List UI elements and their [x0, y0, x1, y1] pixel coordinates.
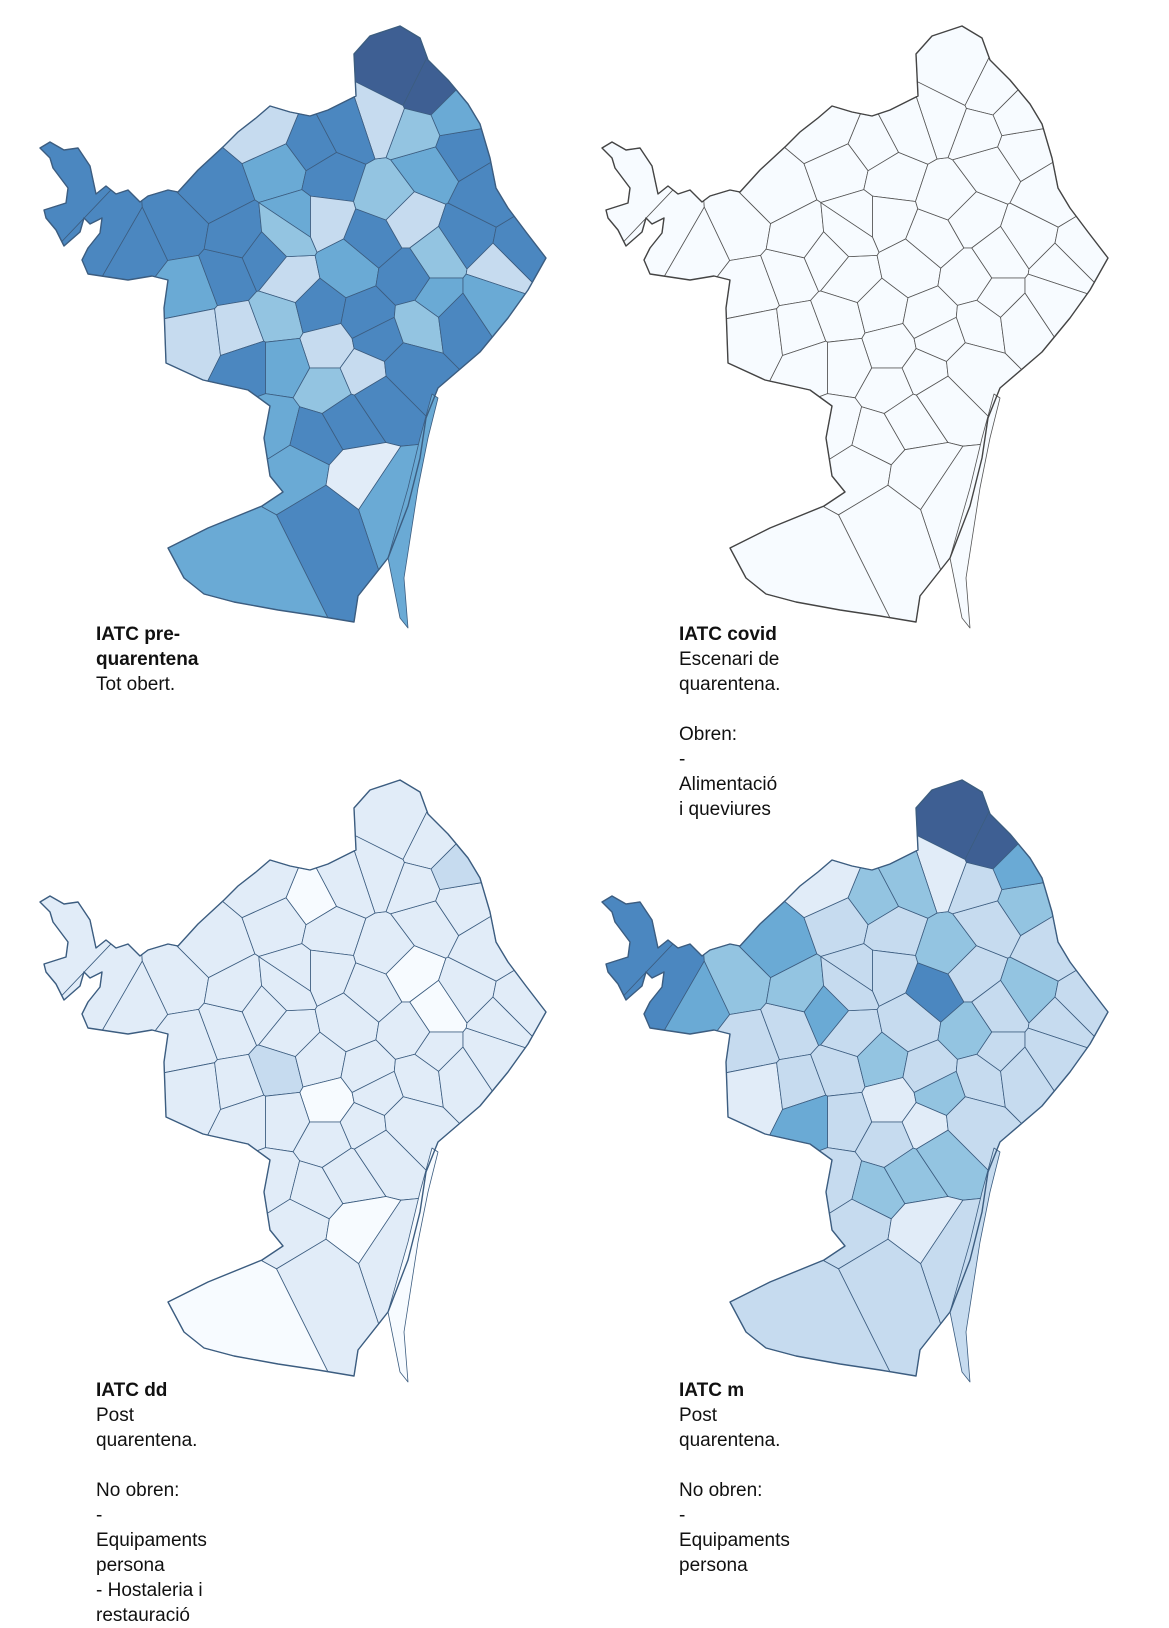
caption-line [96, 1453, 207, 1478]
caption-title: IATC covid [679, 624, 777, 645]
caption-title: IATC pre-quarentena [96, 624, 199, 670]
city-outline [601, 779, 1109, 1377]
port-pier [387, 393, 439, 629]
caption-line: Post quarentena. [679, 1405, 781, 1451]
caption-iatc-covid: IATC covid Escenari de quarentena. Obren… [679, 622, 780, 822]
port-pier [949, 393, 1001, 629]
district-area [820, 202, 880, 257]
caption-title: IATC m [679, 1380, 745, 1401]
caption-title: IATC dd [96, 1380, 168, 1401]
map-iatc-m [590, 772, 1110, 1383]
caption-iatc-pre-quarentena: IATC pre-quarentena Tot obert. [96, 622, 198, 697]
choropleth-map [601, 779, 1109, 1383]
caption-line [679, 1453, 790, 1478]
caption-line: - Hostaleria i restauració [96, 1580, 203, 1626]
district-area [820, 956, 880, 1011]
caption-iatc-dd: IATC dd Post quarentena. No obren: - Equ… [96, 1378, 207, 1628]
caption-line: - Equipaments persona [679, 1505, 790, 1576]
caption-line: Escenari de quarentena. [679, 649, 781, 695]
city-outline [39, 779, 547, 1377]
caption-line: Tot obert. [96, 674, 176, 695]
caption-line [679, 697, 780, 722]
district-area [164, 1062, 221, 1136]
choropleth-map [39, 25, 547, 629]
district-area [258, 202, 318, 257]
caption-line: No obren: [96, 1480, 180, 1501]
district-area [726, 1062, 783, 1136]
map-iatc-pre-quarentena [28, 18, 548, 629]
port-pier [949, 1147, 1001, 1383]
port-pier [387, 1147, 439, 1383]
caption-iatc-m: IATC m Post quarentena. No obren: - Equi… [679, 1378, 790, 1578]
caption-line: - Equipaments persona [96, 1505, 207, 1576]
caption-line: - Alimentació i queviures [679, 749, 778, 820]
caption-line: No obren: [679, 1480, 763, 1501]
district-area [164, 308, 221, 382]
choropleth-map [601, 25, 1109, 629]
city-outline [601, 25, 1109, 623]
district-area [258, 956, 318, 1011]
district-area [726, 308, 783, 382]
map-iatc-dd [28, 772, 548, 1383]
city-outline [39, 25, 547, 623]
caption-line: Post quarentena. [96, 1405, 198, 1451]
caption-line: Obren: [679, 724, 738, 745]
choropleth-map [39, 779, 547, 1383]
map-iatc-covid [590, 18, 1110, 629]
